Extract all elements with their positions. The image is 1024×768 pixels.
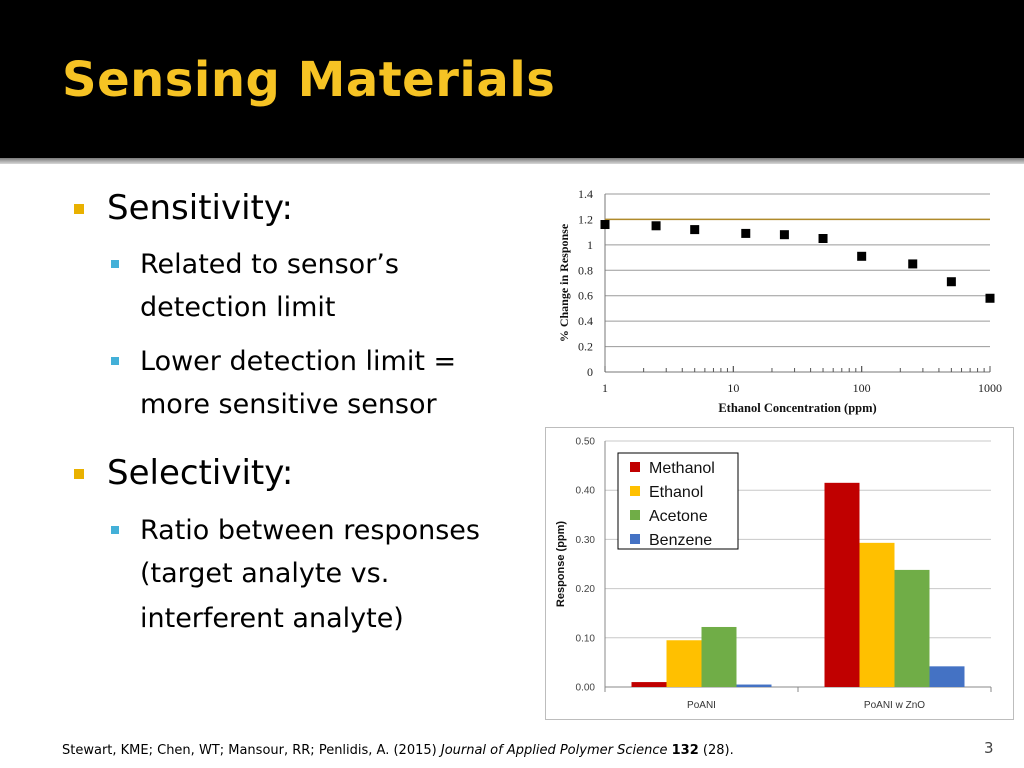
selectivity-bar-chart: 0.00 0.10 0.20 0.30 0.40 0.50 PoANI PoANI w ZnO… — [555, 437, 992, 711]
data-point — [690, 225, 700, 235]
bullet-text: Selectivity: — [107, 453, 294, 493]
bar — [929, 666, 965, 687]
y-axis-label: % Change in Response — [557, 223, 571, 342]
bar — [736, 684, 772, 687]
legend-label: Benzene — [649, 532, 712, 549]
y-axis-label: Response (ppm) — [555, 521, 567, 608]
bullet-text: Sensitivity: — [107, 188, 293, 228]
legend-label: Acetone — [649, 508, 708, 525]
bar — [894, 569, 930, 687]
sub-bullet-line: Lower detection limit = — [140, 346, 457, 377]
data-point — [741, 228, 751, 238]
x-tick-label: 100 — [853, 381, 871, 395]
bar — [666, 640, 702, 687]
data-point — [818, 234, 828, 243]
legend-swatch — [630, 486, 640, 496]
bar — [824, 482, 860, 687]
legend-swatch — [630, 534, 640, 544]
data-point — [946, 277, 956, 287]
x-tick-label: PoANI — [687, 700, 716, 711]
y-tick-label: 1 — [587, 238, 593, 252]
legend-swatch — [630, 462, 640, 472]
sub-bullet-line: (target analyte vs. — [140, 558, 390, 589]
x-tick-label: 1 — [602, 381, 608, 395]
data-point — [857, 251, 867, 261]
y-tick-label: 0.4 — [578, 314, 593, 328]
y-tick-label: 0.6 — [578, 289, 593, 303]
y-tick-label: 0.00 — [576, 683, 596, 694]
sub-bullet-line: interferent analyte) — [140, 603, 404, 634]
sensitivity-scatter-chart: 0 0.2 0.4 0.6 0.8 1 1.2 1.4 1 10 100 1000 Ethanol Co… — [557, 187, 1002, 415]
citation: Stewart, KME; Chen, WT; Mansour, RR; Pen… — [62, 743, 734, 758]
slide-title: Sensing Materials — [62, 52, 556, 108]
sub-bullet-line: Related to sensor’s — [140, 249, 399, 280]
data-point — [651, 221, 661, 231]
sub-bullet-line: Ratio between responses — [140, 515, 480, 546]
y-tick-label: 1.2 — [578, 212, 593, 226]
sub-bullet-line: more sensitive sensor — [140, 389, 437, 420]
x-tick-label: 1000 — [978, 381, 1002, 395]
y-tick-label: 0.50 — [576, 437, 596, 448]
bar — [859, 542, 895, 687]
citation-issue: (28). — [698, 743, 734, 758]
y-tick-label: 0.2 — [578, 340, 593, 354]
y-tick-label: 0.10 — [576, 633, 596, 644]
x-axis-label: Ethanol Concentration (ppm) — [718, 401, 876, 415]
legend-swatch — [630, 510, 640, 520]
sub-bullet-marker — [111, 526, 119, 534]
x-tick-label: 10 — [727, 381, 739, 395]
data-point — [779, 230, 789, 240]
legend-label: Ethanol — [649, 484, 703, 501]
sub-bullet-marker — [111, 260, 119, 268]
y-tick-label: 0.8 — [578, 263, 593, 277]
data-point — [985, 293, 995, 303]
x-tick-label: PoANI w ZnO — [864, 700, 925, 711]
bar — [631, 682, 667, 687]
data-point — [600, 220, 610, 230]
sub-bullet-marker — [111, 357, 119, 365]
y-tick-label: 0 — [587, 365, 593, 379]
bullet-marker — [74, 469, 84, 479]
citation-authors: Stewart, KME; Chen, WT; Mansour, RR; Pen… — [62, 743, 441, 758]
selectivity-bar-chart-frame: 0.00 0.10 0.20 0.30 0.40 0.50 PoANI PoANI w ZnO… — [545, 427, 1014, 720]
citation-volume: 132 — [671, 743, 699, 758]
sub-bullet-line: detection limit — [140, 292, 336, 323]
y-tick-label: 0.20 — [576, 584, 596, 595]
y-tick-label: 0.40 — [576, 486, 596, 497]
title-bar — [0, 0, 1024, 158]
legend-label: Methanol — [649, 460, 715, 477]
bar — [701, 626, 737, 687]
y-tick-label: 1.4 — [578, 187, 593, 201]
data-point — [908, 259, 918, 269]
citation-journal: Journal of Applied Polymer Science — [440, 743, 668, 758]
title-divider — [0, 158, 1024, 164]
bullet-marker — [74, 204, 84, 214]
slide-number: 3 — [984, 739, 994, 757]
y-tick-label: 0.30 — [576, 535, 596, 546]
